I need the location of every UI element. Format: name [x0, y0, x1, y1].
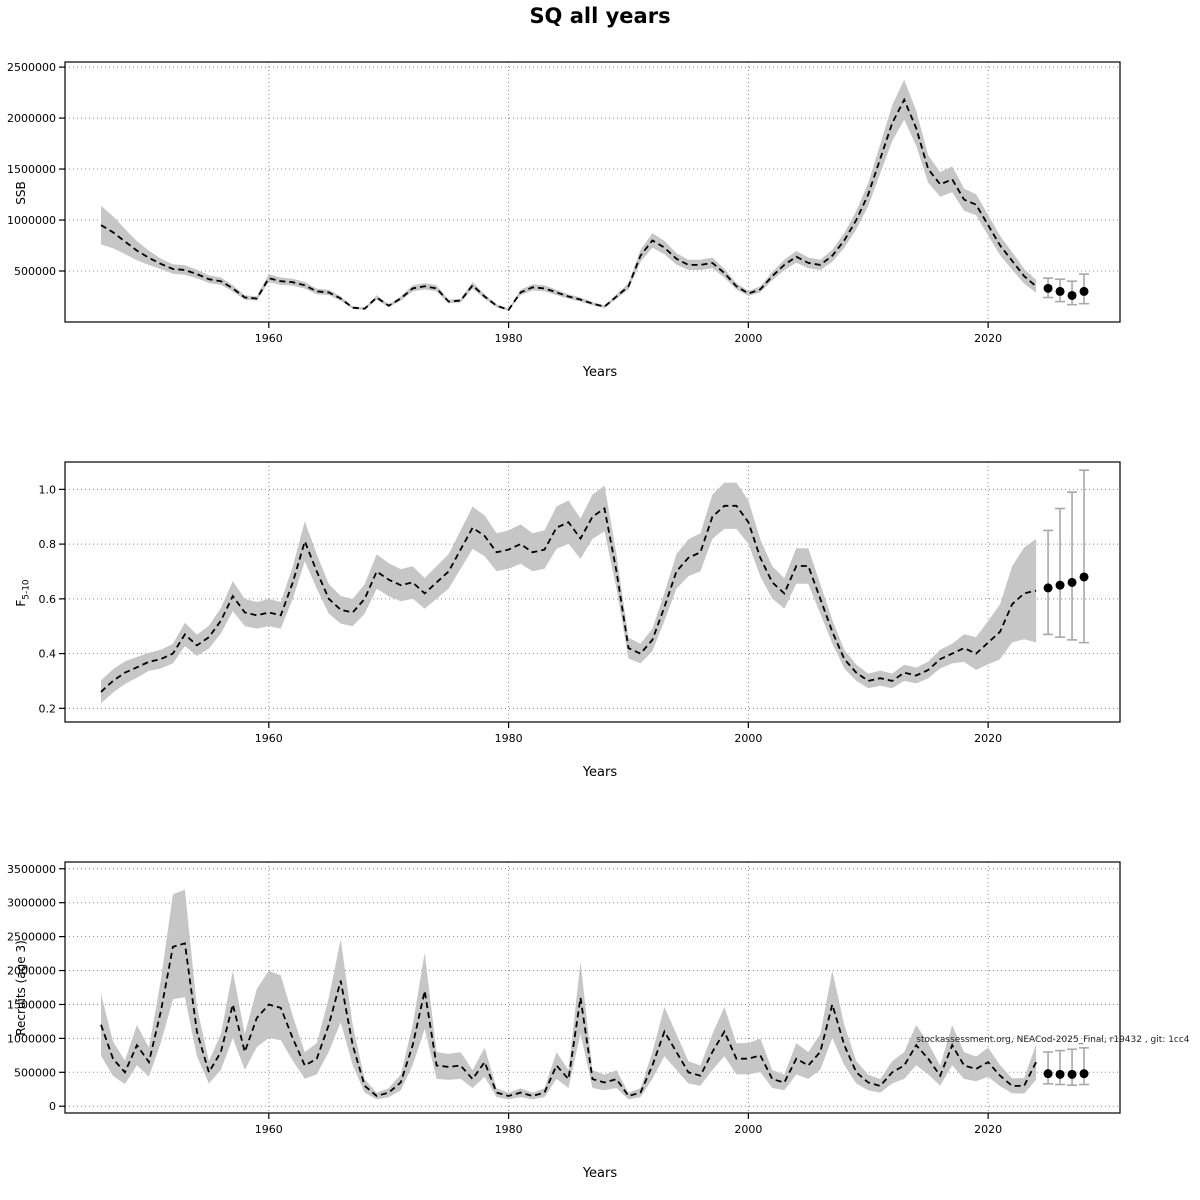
svg-text:1980: 1980	[495, 732, 523, 745]
svg-text:1980: 1980	[495, 332, 523, 345]
svg-text:1960: 1960	[255, 332, 283, 345]
svg-text:2000000: 2000000	[7, 965, 56, 978]
ssb-panel: 500000 1000000 1500000 2000000 2500000 1960 19…	[7, 61, 1121, 345]
svg-text:1980: 1980	[495, 1123, 523, 1136]
ssb-y-axis-label: SSB	[14, 181, 28, 205]
ssb-x-axis-label: Years	[582, 365, 618, 380]
svg-text:3500000: 3500000	[7, 863, 56, 876]
svg-text:1960: 1960	[255, 1123, 283, 1136]
svg-text:500000: 500000	[14, 1066, 56, 1079]
svg-text:2020: 2020	[974, 1123, 1002, 1136]
svg-text:500000: 500000	[14, 265, 56, 278]
chart-title: SQ all years	[529, 4, 671, 28]
recruits-panel: stockassessment.org, NEACod-2025_Final, …	[7, 861, 1190, 1136]
svg-text:1.0: 1.0	[39, 483, 57, 496]
svg-text:0.2: 0.2	[39, 702, 57, 715]
f-x-axis-label: Years	[582, 765, 618, 780]
svg-text:1500000: 1500000	[7, 163, 56, 176]
svg-text:2500000: 2500000	[7, 931, 56, 944]
recruits-x-axis-label: Years	[582, 1166, 618, 1181]
recruits-y-axis-label: Recruits (age 3)	[14, 940, 28, 1036]
svg-text:2000: 2000	[734, 1123, 762, 1136]
svg-text:1500000: 1500000	[7, 998, 56, 1011]
svg-text:1000000: 1000000	[7, 214, 56, 227]
svg-text:2020: 2020	[974, 332, 1002, 345]
svg-text:0.4: 0.4	[39, 648, 57, 661]
svg-text:2000: 2000	[734, 332, 762, 345]
svg-text:2000000: 2000000	[7, 112, 56, 125]
svg-text:3000000: 3000000	[7, 897, 56, 910]
svg-text:1000000: 1000000	[7, 1032, 56, 1045]
svg-text:0.8: 0.8	[39, 538, 57, 551]
source-annotation: stockassessment.org, NEACod-2025_Final, …	[916, 1035, 1190, 1045]
svg-text:2500000: 2500000	[7, 61, 56, 74]
svg-text:2020: 2020	[974, 732, 1002, 745]
f-y-axis-label: F5-10	[14, 579, 32, 607]
f-panel: 0.2 0.4 0.6 0.8 1.0 1960 1980 2000 2020	[39, 461, 1121, 745]
svg-text:2000: 2000	[734, 732, 762, 745]
svg-text:0.6: 0.6	[39, 593, 57, 606]
svg-text:0: 0	[49, 1100, 56, 1113]
svg-text:1960: 1960	[255, 732, 283, 745]
